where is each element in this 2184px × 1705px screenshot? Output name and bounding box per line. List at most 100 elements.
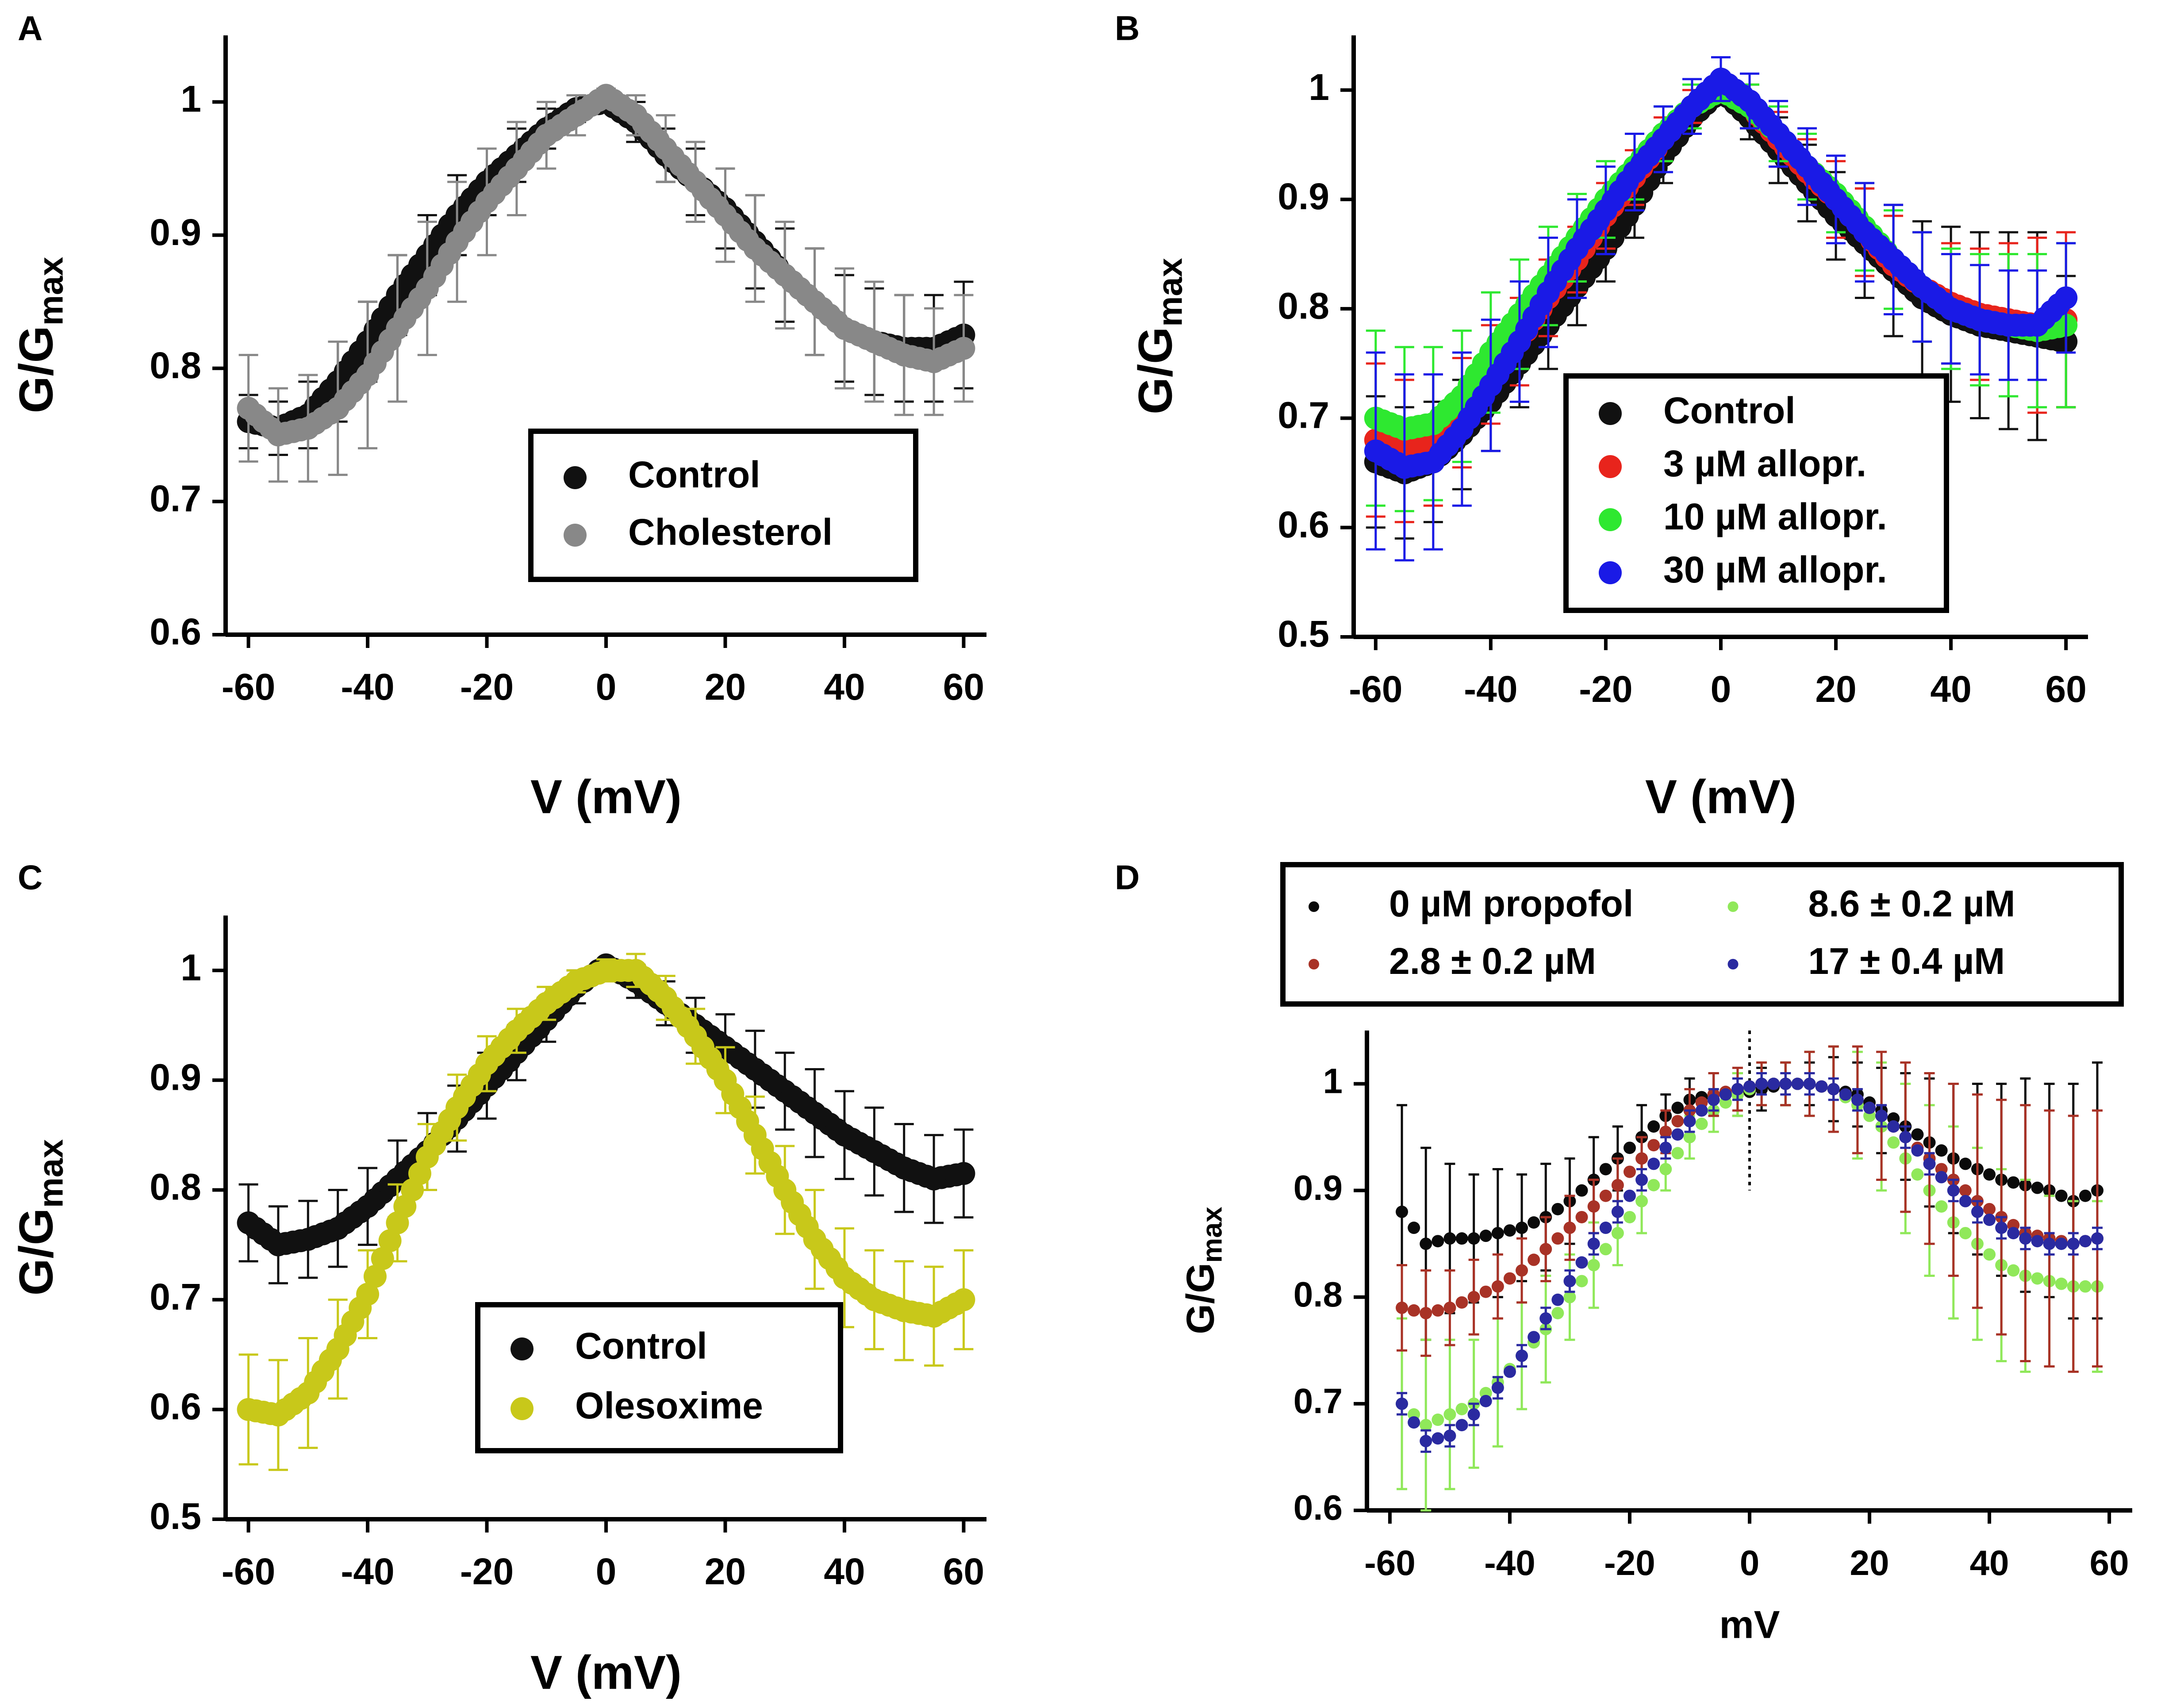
x-axis-label: V (mV) — [1645, 770, 1796, 824]
data-point — [1551, 1307, 1564, 1319]
x-tick-label: 60 — [943, 1551, 984, 1592]
legend-marker — [1599, 561, 1622, 584]
x-tick-label: -20 — [460, 1551, 514, 1592]
legend-marker — [1727, 959, 1739, 969]
x-tick-label: 40 — [824, 1551, 865, 1592]
data-point — [2055, 1238, 2068, 1250]
data-point — [1575, 1184, 1588, 1197]
data-point — [1839, 1088, 1852, 1101]
legend-marker — [1599, 455, 1622, 478]
data-point — [1420, 1419, 1432, 1432]
x-axis-label: mV — [1720, 1602, 1780, 1646]
x-tick-label: -20 — [1579, 668, 1632, 710]
legend-marker — [564, 466, 587, 489]
data-point — [2031, 1272, 2044, 1285]
data-point — [363, 1264, 387, 1288]
x-tick-label: -20 — [460, 666, 514, 708]
y-tick-label: 1 — [180, 946, 201, 988]
data-point — [1516, 1222, 1528, 1234]
data-point — [1432, 1235, 1444, 1248]
data-point — [2007, 1227, 2020, 1240]
data-point — [1767, 1077, 1780, 1090]
data-point — [1695, 1117, 1708, 1130]
y-tick-label: 0.7 — [150, 478, 201, 519]
data-point — [1983, 1168, 1996, 1181]
data-point — [1791, 1077, 1804, 1090]
legend-label: Control — [575, 1325, 707, 1367]
panel-label: B — [1115, 9, 1140, 48]
data-point — [1923, 1157, 1936, 1170]
data-point — [1479, 1230, 1492, 1242]
y-tick-label: 0.7 — [150, 1276, 201, 1318]
data-point — [1911, 1144, 1924, 1157]
x-tick-label: 0 — [596, 666, 617, 708]
data-point — [1599, 1189, 1612, 1202]
y-tick-label: 0.9 — [1278, 176, 1329, 217]
y-tick-label: 0.7 — [1278, 395, 1329, 436]
data-point — [1396, 1301, 1409, 1314]
x-tick-label: -60 — [1364, 1543, 1416, 1582]
data-point — [1935, 1144, 1948, 1157]
data-point — [1719, 1088, 1732, 1101]
data-point — [1635, 1195, 1648, 1207]
legend-label: 2.8 ± 0.2 µM — [1389, 940, 1596, 982]
data-point — [1491, 1280, 1504, 1293]
data-point — [1887, 1136, 1900, 1149]
data-point — [1479, 1395, 1492, 1407]
legend-marker — [1309, 959, 1319, 969]
data-point — [1635, 1152, 1648, 1165]
data-point — [1432, 1414, 1444, 1426]
data-point — [1935, 1171, 1948, 1184]
data-point — [1959, 1157, 1972, 1170]
data-point — [952, 337, 975, 360]
data-point — [1575, 1275, 1588, 1287]
data-point — [1707, 1093, 1720, 1106]
legend-marker — [1309, 901, 1319, 912]
data-point — [356, 1283, 380, 1306]
data-point — [1743, 1080, 1756, 1093]
data-point — [1911, 1128, 1924, 1141]
legend: 0 µM propofol 8.6 ± 0.2 µM 2.8 ± 0.2 µM 17 … — [1280, 862, 2124, 1007]
data-point — [1611, 1179, 1624, 1192]
data-point — [1827, 1083, 1840, 1096]
data-point — [2091, 1232, 2103, 1245]
x-tick-label: -40 — [1464, 668, 1517, 710]
series-olesoxime — [237, 953, 975, 1471]
data-point — [1803, 1077, 1816, 1090]
legend: Control Olesoxime — [475, 1302, 843, 1453]
data-point — [371, 1247, 394, 1270]
data-point — [1623, 1189, 1636, 1202]
panel-label: C — [18, 858, 42, 897]
y-tick-label: 0.5 — [150, 1495, 201, 1537]
data-point — [2043, 1238, 2056, 1250]
data-point — [1408, 1416, 1420, 1429]
data-point — [1587, 1200, 1600, 1213]
data-point — [1947, 1184, 1960, 1197]
data-point — [1683, 1115, 1696, 1127]
data-point — [1455, 1402, 1468, 1415]
data-point — [2007, 1176, 2020, 1189]
y-axis-label-subscript: max — [1151, 258, 1189, 327]
data-point — [1467, 1291, 1480, 1303]
data-point — [1887, 1120, 1900, 1133]
data-point — [1503, 1224, 1516, 1237]
x-axis-label: V (mV) — [530, 770, 682, 824]
data-point — [1611, 1227, 1624, 1240]
data-point — [1659, 1163, 1672, 1176]
data-point — [1408, 1304, 1420, 1317]
data-point — [1420, 1238, 1432, 1250]
data-point — [2054, 286, 2078, 310]
data-point — [1575, 1256, 1588, 1269]
y-tick-label: 0.9 — [1294, 1168, 1343, 1207]
x-tick-label: 40 — [824, 666, 865, 708]
legend: Control 3 µM allopr. 10 µM allopr. 30 µM al… — [1563, 373, 1949, 613]
y-axis-label: G/Gmax — [9, 257, 70, 414]
y-axis-label: G/Gmax — [1128, 258, 1189, 414]
data-point — [1683, 1131, 1696, 1144]
panel-b: B 0.5 0.6 0.7 0.8 0.9 1 -60 -40 -20 0 20 40 60 V (mV) G… — [1115, 9, 2088, 824]
panel-label: D — [1115, 858, 1140, 897]
data-point — [1983, 1203, 1996, 1215]
y-axis-label-subscript: max — [1197, 1207, 1228, 1263]
data-point — [1455, 1419, 1468, 1432]
